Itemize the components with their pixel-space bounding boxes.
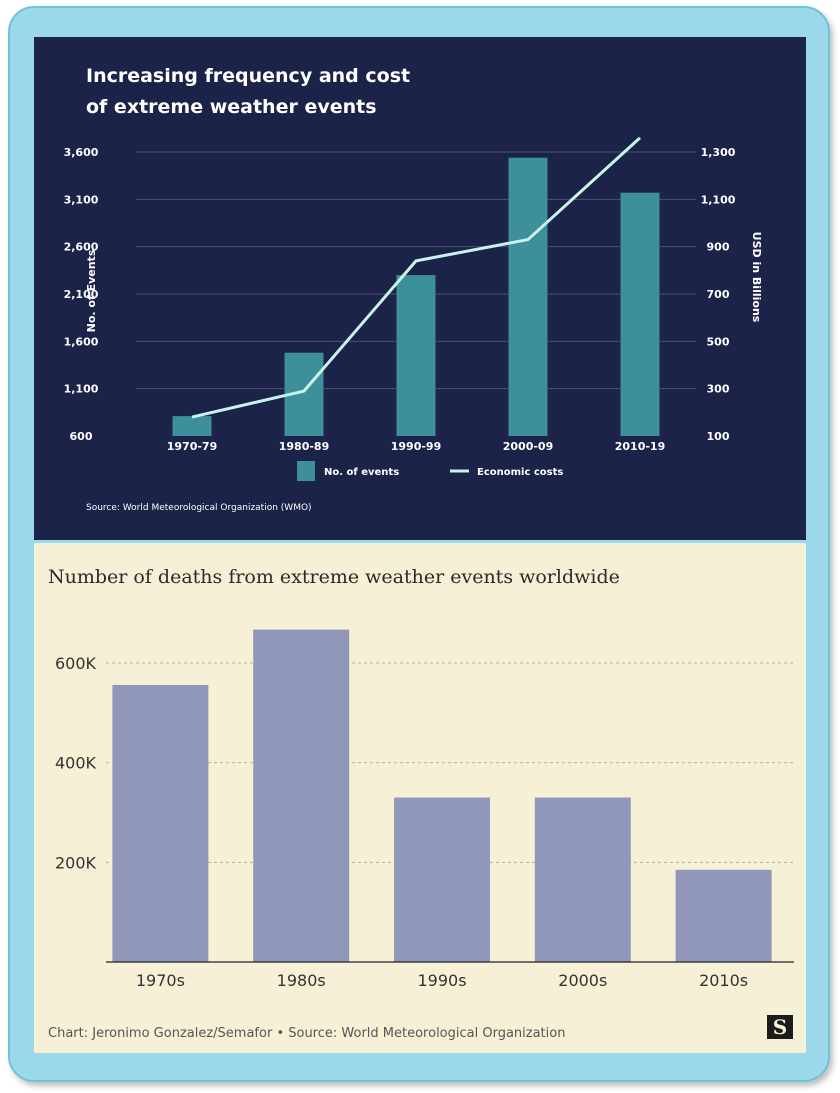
chart2-bars [112,629,772,962]
chart1-bars [172,157,660,436]
chart1-y-tick-label: 2,600 [64,241,99,254]
deaths-bar [534,797,631,962]
chart1-title-line2: of extreme weather events [86,96,377,118]
chart1-x-axis-ticks: 1970-79 1980-89 1990-99 2000-09 2010-19 [167,440,666,453]
events-bar [508,157,548,436]
events-bar [620,192,660,436]
chart1-right-axis-ticks: 1,300 1,100 900 700 500 300 100 [701,146,736,443]
legend-costs-label: Economic costs [477,467,563,478]
chart2-y-tick-label: 400K [55,754,97,773]
events-cost-chart-panel: Increasing frequency and cost of extreme… [34,37,806,540]
deaths-chart-panel: Number of deaths from extreme weather ev… [34,543,806,1053]
deaths-bar [253,629,350,962]
legend-bar-swatch [297,461,315,481]
chart1-left-axis-ticks: 3,600 3,100 2,600 2,100 1,600 1,100 600 [64,146,99,443]
chart1-y-tick-label: 600 [70,430,93,443]
chart2-source: Chart: Jeronimo Gonzalez/Semafor • Sourc… [48,1026,565,1041]
events-bar [172,416,212,436]
chart2-x-tick-label: 1990s [417,971,466,990]
semafor-logo: S [767,1015,793,1039]
chart1-y2-axis-label: USD in Billions [750,232,763,323]
chart1-x-tick-label: 2010-19 [615,440,666,453]
chart1-y2-tick-label: 100 [707,430,730,443]
deaths-bar [112,684,209,962]
chart2-title: Number of deaths from extreme weather ev… [48,566,620,588]
deaths-chart: Number of deaths from extreme weather ev… [48,566,794,1041]
chart2-x-tick-label: 1970s [136,971,185,990]
deaths-bar [675,869,772,962]
chart2-y-axis-ticks: 600K 400K 200K [55,654,97,872]
events-bar [396,275,436,436]
legend-events-label: No. of events [324,467,399,478]
deaths-bar [394,797,490,962]
chart1-source: Source: World Meteorological Organizatio… [86,503,312,513]
chart1-y-axis-label: No. of Events [85,249,98,332]
chart1-y-tick-label: 1,100 [64,383,99,396]
chart1-y2-tick-label: 1,100 [701,193,736,206]
chart1-y2-tick-label: 1,300 [701,146,736,159]
chart1-y2-tick-label: 500 [707,335,730,348]
events-cost-chart: Increasing frequency and cost of extreme… [64,65,763,513]
chart1-y-tick-label: 1,600 [64,335,99,348]
chart1-x-tick-label: 1990-99 [391,440,442,453]
chart2-x-axis-ticks: 1970s 1980s 1990s 2000s 2010s [136,971,748,990]
chart1-y2-tick-label: 700 [707,288,730,301]
chart1-x-tick-label: 2000-09 [503,440,554,453]
chart2-x-tick-label: 1980s [277,971,326,990]
chart2-x-tick-label: 2010s [699,971,748,990]
chart1-y-tick-label: 3,600 [64,146,99,159]
chart2-x-tick-label: 2000s [558,971,607,990]
chart1-x-tick-label: 1970-79 [167,440,218,453]
chart2-y-tick-label: 600K [55,654,97,673]
chart1-y-tick-label: 3,100 [64,193,99,206]
chart1-title-line1: Increasing frequency and cost [86,65,410,87]
chart1-y2-tick-label: 300 [707,383,730,396]
chart2-y-tick-label: 200K [55,853,97,872]
economic-costs-line [191,136,642,419]
logo-letter: S [773,1015,787,1039]
chart1-y-tick-label: 2,100 [64,288,99,301]
chart1-y2-tick-label: 900 [707,241,730,254]
chart1-x-tick-label: 1980-89 [279,440,330,453]
